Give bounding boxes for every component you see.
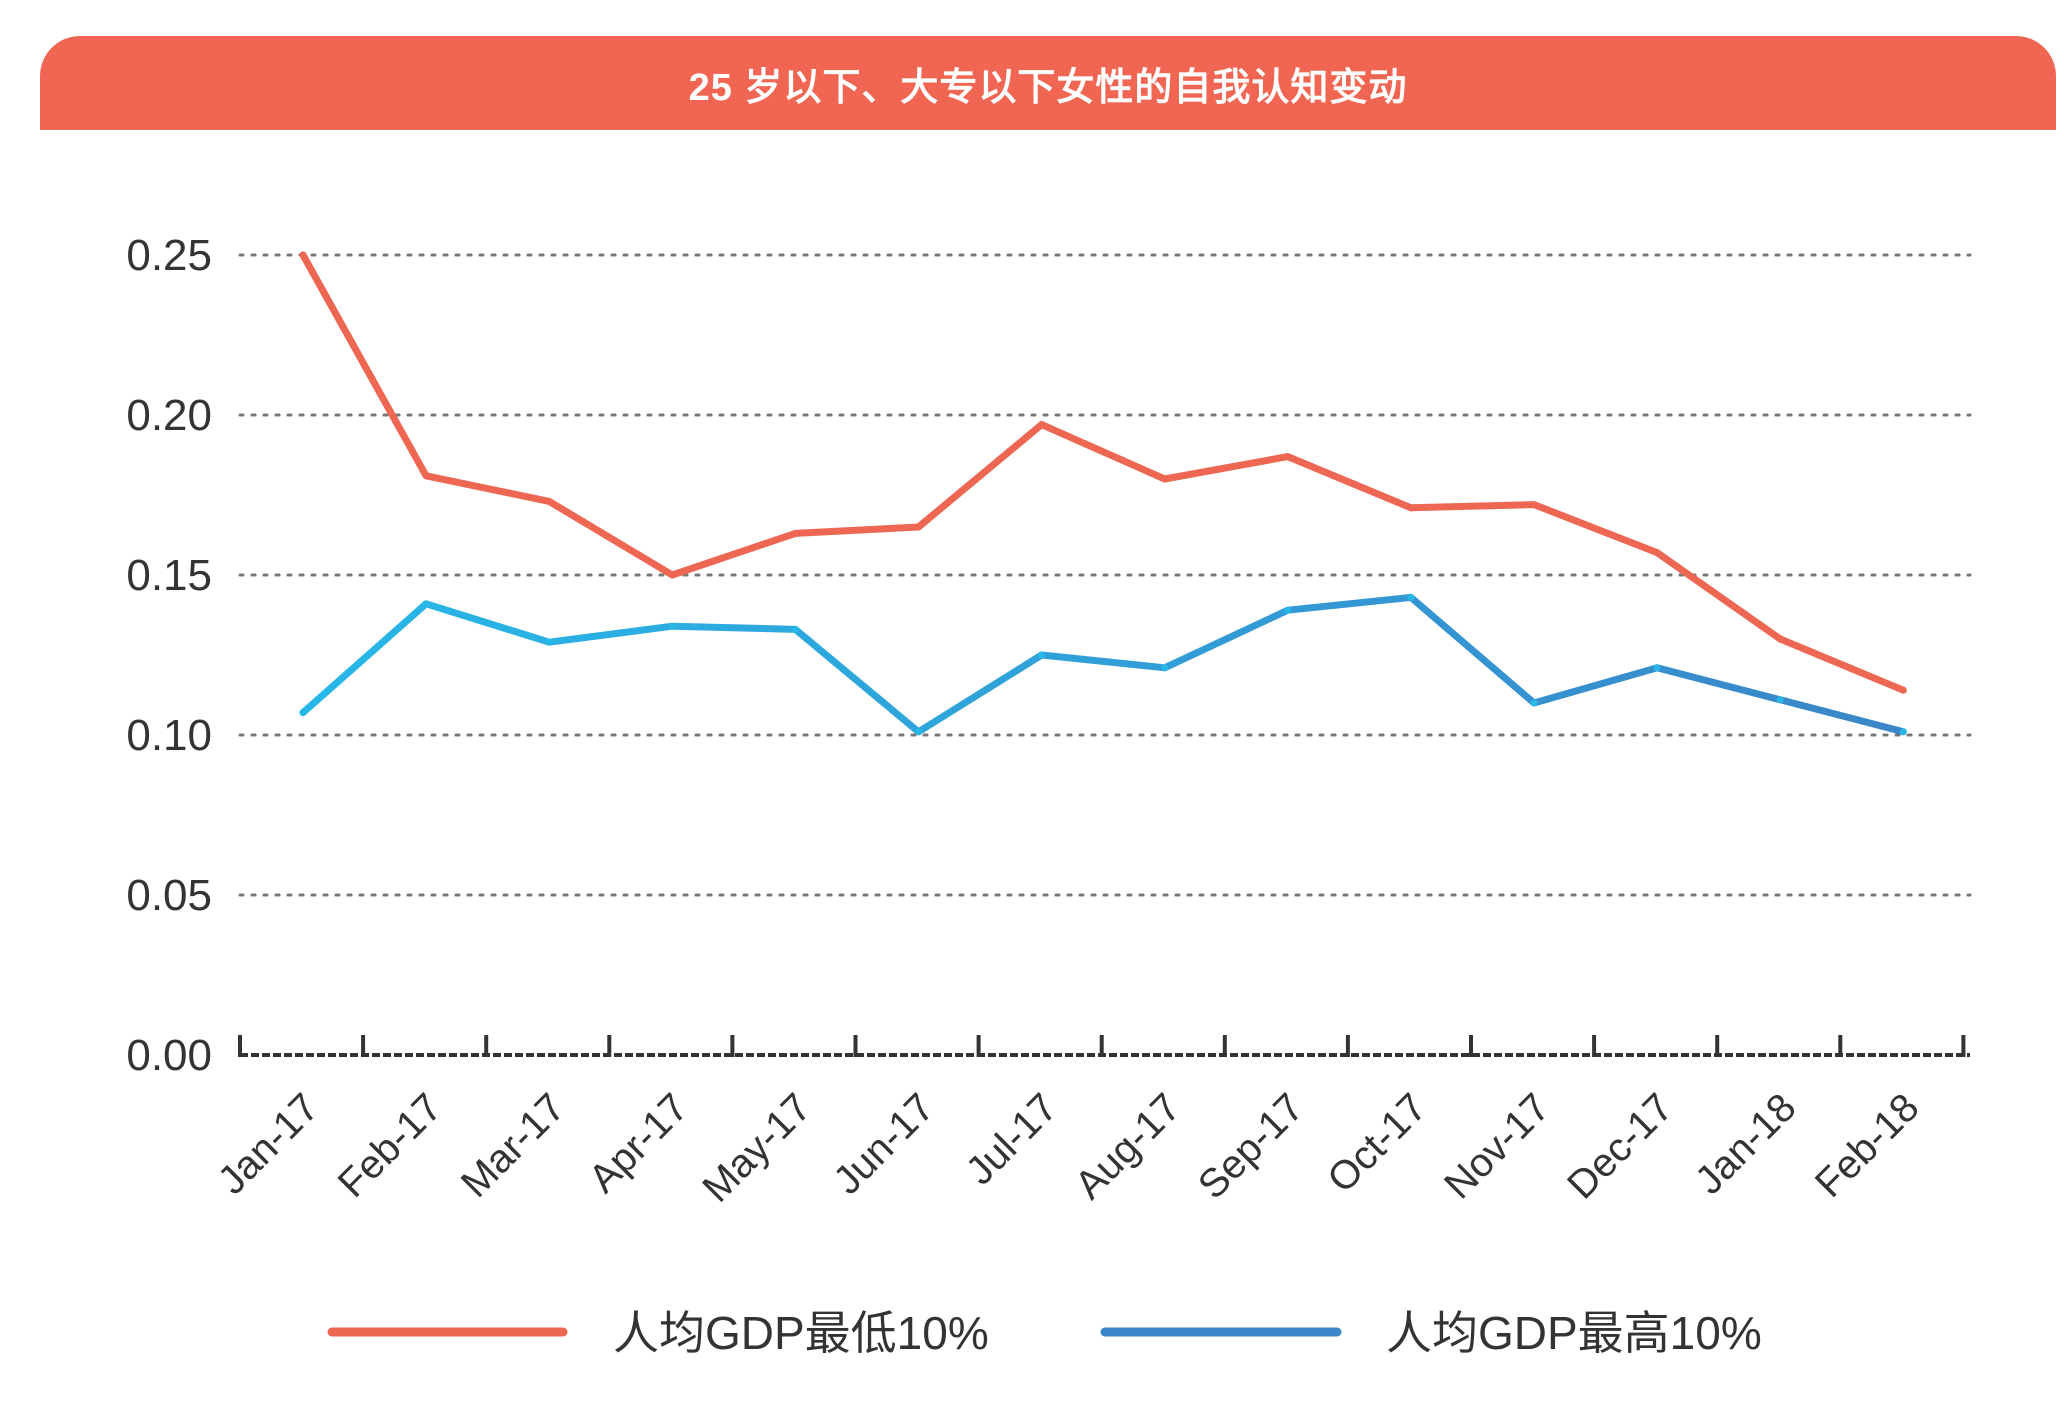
x-tick-label: Jan-17 [210, 1085, 328, 1203]
x-tick-label: Nov-17 [1436, 1085, 1558, 1207]
data-point-highest-10pct [1038, 651, 1046, 659]
legend-label-lowest-10pct: 人均GDP最低10% [613, 1307, 989, 1359]
data-point-highest-10pct [791, 625, 799, 633]
x-tick-label: Jul-17 [958, 1085, 1066, 1193]
data-point-highest-10pct [299, 709, 307, 717]
data-point-lowest-10pct [668, 571, 676, 579]
x-tick-label: Jan-18 [1687, 1085, 1805, 1203]
y-axis-tick-labels: 0.00 0.05 0.10 0.15 0.20 0.25 [126, 231, 212, 1080]
legend: 人均GDP最低10% 人均GDP最高10% [327, 1307, 1762, 1359]
data-point-lowest-10pct [1407, 504, 1415, 512]
x-tick-label: Dec-17 [1559, 1085, 1681, 1207]
chart-title: 25 岁以下、大专以下女性的自我认知变动 [688, 66, 1408, 109]
data-point-highest-10pct [1530, 699, 1538, 707]
data-point-highest-10pct [1161, 664, 1169, 672]
data-point-lowest-10pct [1530, 501, 1538, 509]
legend-label-highest-10pct: 人均GDP最高10% [1386, 1307, 1762, 1359]
x-tick-label: Aug-17 [1067, 1085, 1189, 1207]
y-tick-label: 0.20 [126, 391, 212, 440]
data-point-highest-10pct [545, 638, 553, 646]
data-point-lowest-10pct [1161, 475, 1169, 483]
gridlines [238, 253, 1972, 897]
x-tick-label: Oct-17 [1319, 1085, 1435, 1201]
data-point-highest-10pct [1407, 593, 1415, 601]
data-point-highest-10pct [1899, 728, 1907, 736]
series-line-highest-10pct [299, 593, 1907, 736]
data-point-highest-10pct [1653, 664, 1661, 672]
x-tick-label: May-17 [694, 1085, 819, 1210]
data-point-lowest-10pct [915, 523, 922, 531]
y-tick-label: 0.00 [126, 1031, 212, 1080]
data-point-lowest-10pct [1653, 549, 1661, 557]
x-tick-label: Apr-17 [581, 1085, 697, 1201]
x-tick-label: Jun-17 [825, 1085, 943, 1203]
y-tick-label: 0.15 [126, 551, 212, 600]
data-point-lowest-10pct [1899, 686, 1907, 694]
data-point-highest-10pct [1284, 606, 1292, 614]
data-point-lowest-10pct [545, 497, 553, 505]
y-tick-label: 0.05 [126, 871, 212, 920]
x-tick-label: Feb-17 [330, 1085, 451, 1206]
series-lines [299, 251, 1907, 736]
y-tick-label: 0.10 [126, 711, 212, 760]
y-tick-label: 0.25 [126, 231, 212, 280]
chart-title-banner: 25 岁以下、大专以下女性的自我认知变动 [40, 36, 2056, 130]
data-point-highest-10pct [422, 600, 430, 608]
data-point-lowest-10pct [422, 472, 430, 480]
data-point-lowest-10pct [791, 529, 799, 537]
series-line-lowest-10pct [299, 251, 1907, 694]
data-point-highest-10pct [1776, 696, 1784, 704]
data-point-lowest-10pct [1038, 421, 1046, 429]
data-point-highest-10pct [915, 728, 922, 736]
data-point-lowest-10pct [299, 251, 307, 259]
x-tick-label: Sep-17 [1190, 1085, 1312, 1207]
x-tick-label: Feb-18 [1807, 1085, 1928, 1206]
data-point-highest-10pct [668, 622, 676, 630]
x-tick-label: Mar-17 [453, 1085, 574, 1206]
data-point-lowest-10pct [1776, 635, 1784, 643]
data-point-lowest-10pct [1284, 453, 1292, 461]
